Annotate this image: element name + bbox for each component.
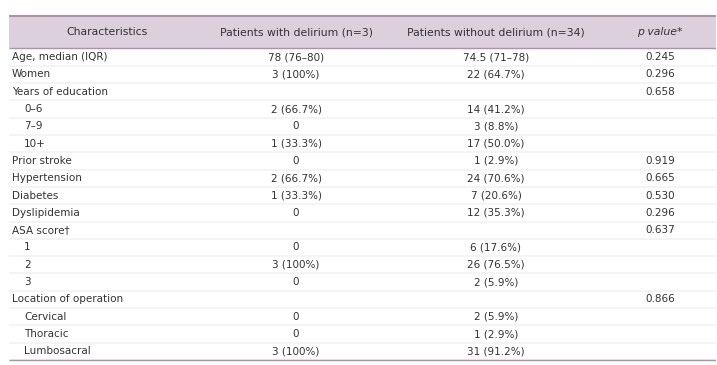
Text: 0: 0	[293, 156, 299, 166]
Text: 0.296: 0.296	[645, 208, 675, 218]
Text: 2 (66.7%): 2 (66.7%)	[270, 173, 321, 183]
Text: 7 (20.6%): 7 (20.6%)	[470, 191, 521, 201]
Text: Diabetes: Diabetes	[12, 191, 59, 201]
Text: 1 (33.3%): 1 (33.3%)	[270, 191, 321, 201]
Text: 1 (2.9%): 1 (2.9%)	[474, 329, 518, 339]
Text: 3 (100%): 3 (100%)	[272, 69, 320, 80]
Text: 1 (2.9%): 1 (2.9%)	[474, 156, 518, 166]
Text: Patients with delirium (n=3): Patients with delirium (n=3)	[219, 27, 373, 37]
Text: 78 (76–80): 78 (76–80)	[268, 52, 324, 62]
Text: 1 (33.3%): 1 (33.3%)	[270, 139, 321, 149]
Text: 74.5 (71–78): 74.5 (71–78)	[463, 52, 529, 62]
Text: Age, median (IQR): Age, median (IQR)	[12, 52, 108, 62]
Text: 0.866: 0.866	[645, 295, 675, 304]
Text: Location of operation: Location of operation	[12, 295, 123, 304]
Text: 3 (100%): 3 (100%)	[272, 260, 320, 270]
Text: 17 (50.0%): 17 (50.0%)	[467, 139, 525, 149]
Text: 10+: 10+	[24, 139, 46, 149]
Text: 2 (5.9%): 2 (5.9%)	[474, 312, 518, 322]
Text: Lumbosacral: Lumbosacral	[24, 346, 91, 356]
Text: Women: Women	[12, 69, 51, 80]
Text: Characteristics: Characteristics	[66, 27, 148, 37]
Text: 2 (66.7%): 2 (66.7%)	[270, 104, 321, 114]
Text: Patients without delirium (n=34): Patients without delirium (n=34)	[407, 27, 585, 37]
Text: Dyslipidemia: Dyslipidemia	[12, 208, 80, 218]
Text: 0.919: 0.919	[645, 156, 675, 166]
Text: 6 (17.6%): 6 (17.6%)	[470, 242, 521, 253]
Text: 14 (41.2%): 14 (41.2%)	[467, 104, 525, 114]
Text: Thoracic: Thoracic	[24, 329, 69, 339]
Text: 0–6: 0–6	[24, 104, 42, 114]
Text: 0: 0	[293, 277, 299, 287]
Text: p value*: p value*	[637, 27, 683, 37]
Text: 1: 1	[24, 242, 31, 253]
Text: 0.637: 0.637	[645, 225, 675, 235]
Text: 26 (76.5%): 26 (76.5%)	[467, 260, 525, 270]
Text: 0: 0	[293, 242, 299, 253]
Text: 2 (5.9%): 2 (5.9%)	[474, 277, 518, 287]
Text: Prior stroke: Prior stroke	[12, 156, 72, 166]
Text: ASA score†: ASA score†	[12, 225, 70, 235]
Text: 3: 3	[24, 277, 31, 287]
Text: Hypertension: Hypertension	[12, 173, 82, 183]
Text: 0: 0	[293, 208, 299, 218]
Text: 0.665: 0.665	[645, 173, 675, 183]
Text: 0.245: 0.245	[645, 52, 675, 62]
Text: 0: 0	[293, 329, 299, 339]
Text: 0.296: 0.296	[645, 69, 675, 80]
Text: 24 (70.6%): 24 (70.6%)	[467, 173, 525, 183]
Bar	[9, 16, 716, 49]
Text: 22 (64.7%): 22 (64.7%)	[467, 69, 525, 80]
Text: 0.530: 0.530	[645, 191, 675, 201]
Text: 3 (8.8%): 3 (8.8%)	[474, 121, 518, 131]
Text: 12 (35.3%): 12 (35.3%)	[467, 208, 525, 218]
Text: 0: 0	[293, 312, 299, 322]
Text: 0: 0	[293, 121, 299, 131]
Text: Years of education: Years of education	[12, 87, 108, 97]
Text: 3 (100%): 3 (100%)	[272, 346, 320, 356]
Text: 31 (91.2%): 31 (91.2%)	[467, 346, 525, 356]
Text: Cervical: Cervical	[24, 312, 67, 322]
Text: 0.658: 0.658	[645, 87, 675, 97]
Text: 7–9: 7–9	[24, 121, 43, 131]
Text: 2: 2	[24, 260, 31, 270]
